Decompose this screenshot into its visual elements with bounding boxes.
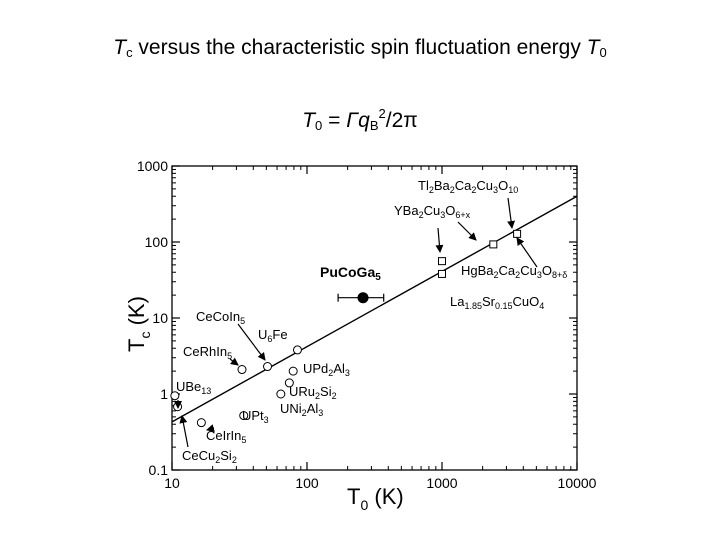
arrow-cerhin5 xyxy=(229,357,239,366)
point-ube13 xyxy=(170,391,180,401)
arrow-hg xyxy=(516,237,538,268)
y-axis-label: Tc (K) xyxy=(124,296,153,352)
y-tick-label: 0.1 xyxy=(149,462,169,478)
point-u6fe xyxy=(292,345,302,355)
y-tick-label: 1 xyxy=(160,386,168,402)
label-hg: HgBa2Ca2Cu3O8+δ xyxy=(461,263,567,280)
point-tl2ba2ca2cu3o10 xyxy=(513,229,522,238)
label-pucoga5: PuCoGa5 xyxy=(320,264,381,283)
arrow-cecoin5 xyxy=(237,323,266,361)
point-cecoin5 xyxy=(263,362,273,372)
x-tick-label: 1000 xyxy=(426,475,457,491)
label-ube13: UBe13 xyxy=(176,379,211,396)
y-tick-label: 10 xyxy=(152,310,168,326)
label-lsco: La1.85Sr0.15CuO4 xyxy=(450,294,544,311)
label-ceirin5: CeIrIn5 xyxy=(206,428,246,445)
arrow-cecu2si2 xyxy=(179,415,189,448)
x-tick-label: 10000 xyxy=(558,475,597,491)
fit-line xyxy=(171,195,578,423)
label-cerhin5: CeRhIn5 xyxy=(183,344,232,361)
point-upt3 xyxy=(239,411,249,421)
point-uni2al3 xyxy=(276,389,286,399)
point-uru2si2 xyxy=(284,378,294,388)
x-tick-label: 100 xyxy=(295,475,319,491)
label-ybco: YBa2Cu3O6+x xyxy=(394,203,471,220)
arrow-tl xyxy=(507,197,516,229)
point-cerhin5 xyxy=(237,365,247,375)
point-ceirin5 xyxy=(196,418,206,428)
label-cecoin5: CeCoIn5 xyxy=(196,309,245,326)
point-la1-85sr0-15cuo4 xyxy=(438,269,446,278)
point-pucoga5 xyxy=(357,292,369,304)
y-tick-label: 1000 xyxy=(137,158,168,174)
point-hgba2ca2cu3o8- xyxy=(489,240,498,249)
label-upd2al3: UPd2Al3 xyxy=(303,361,350,378)
label-uru2si2: URu2Si2 xyxy=(289,384,337,401)
x-tick-label: 10 xyxy=(164,475,180,491)
x-axis-label: T0 (K) xyxy=(347,484,404,513)
label-tl: Tl2Ba2Ca2Cu3O10 xyxy=(418,178,518,195)
y-tick-label: 100 xyxy=(145,234,169,250)
point-yba2cu3o6-x xyxy=(438,257,446,266)
formula: T0 = ΓqB2/2π xyxy=(302,106,418,133)
label-cecu2si2: CeCu2Si2 xyxy=(182,448,237,465)
chart-title: Tc versus the characteristic spin fluctu… xyxy=(113,36,607,60)
label-upt3: UPt3 xyxy=(242,408,269,425)
point-upd2al3 xyxy=(288,366,298,376)
label-uni2al3: UNi2Al3 xyxy=(280,401,323,418)
arrow-ceirin5 xyxy=(206,424,215,432)
arrow-ybco-2 xyxy=(457,221,477,241)
label-u6fe: U6Fe xyxy=(258,327,288,344)
arrow-ybco xyxy=(435,227,444,253)
